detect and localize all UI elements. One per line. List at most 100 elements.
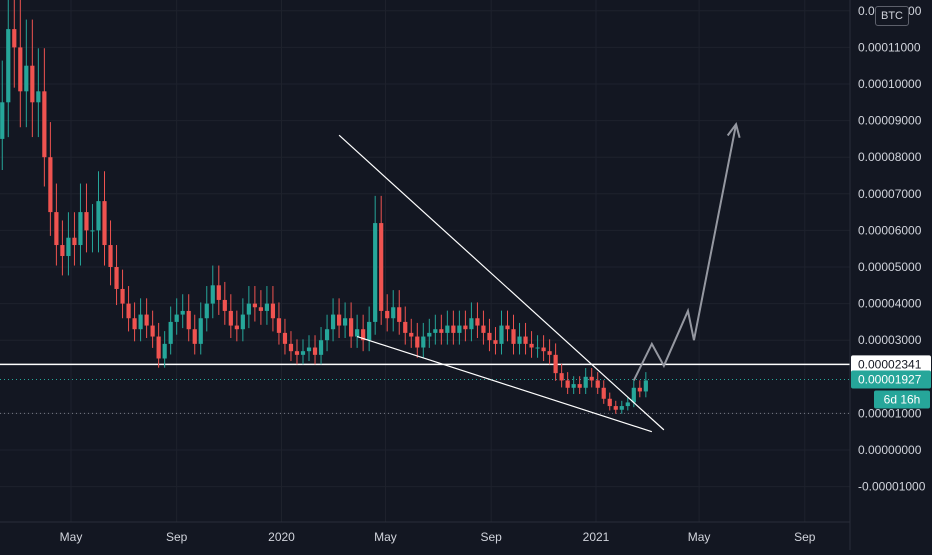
candle-body[interactable] <box>505 325 510 330</box>
candle-body[interactable] <box>601 387 606 399</box>
candle-body[interactable] <box>84 212 89 231</box>
candle-body[interactable] <box>553 354 558 374</box>
candle-body[interactable] <box>306 347 312 352</box>
candle-body[interactable] <box>180 310 185 315</box>
candle-body[interactable] <box>240 314 245 330</box>
candle-body[interactable] <box>138 314 143 330</box>
candle-body[interactable] <box>529 343 534 348</box>
candle-body[interactable] <box>120 288 125 304</box>
lower-trendline[interactable] <box>356 335 653 433</box>
candle-body[interactable] <box>126 303 131 319</box>
candle-body[interactable] <box>541 347 546 352</box>
candle-body[interactable] <box>342 318 348 326</box>
candle-body[interactable] <box>48 157 53 213</box>
candle-body[interactable] <box>258 307 263 311</box>
candle-body[interactable] <box>228 310 233 326</box>
candle-body[interactable] <box>355 329 360 337</box>
candle-body[interactable] <box>264 303 270 311</box>
candle-body[interactable] <box>499 325 504 344</box>
candles[interactable] <box>0 0 648 414</box>
candle-body[interactable] <box>577 384 582 388</box>
time-axis[interactable]: May Sep 2020 May Sep 2021 May Sep <box>0 521 850 544</box>
candle-body[interactable] <box>523 336 528 344</box>
candle-body[interactable] <box>66 237 71 257</box>
candle-body[interactable] <box>595 380 600 388</box>
candle-body[interactable] <box>385 310 390 319</box>
symbol-badge[interactable]: BTC <box>875 6 909 26</box>
candle-body[interactable] <box>252 303 257 308</box>
candle-body[interactable] <box>457 325 462 333</box>
candle-body[interactable] <box>439 329 444 333</box>
candle-body[interactable] <box>6 29 11 103</box>
candle-body[interactable] <box>186 310 191 330</box>
candle-body[interactable] <box>475 318 480 326</box>
candle-body[interactable] <box>336 314 342 326</box>
candle-body[interactable] <box>72 237 77 246</box>
candle-body[interactable] <box>234 325 239 330</box>
candle-body[interactable] <box>0 102 5 139</box>
candle-body[interactable] <box>60 245 65 257</box>
candle-body[interactable] <box>222 299 227 311</box>
candle-body[interactable] <box>12 29 17 48</box>
candle-body[interactable] <box>637 387 642 392</box>
candle-body[interactable] <box>643 380 648 392</box>
candle-body[interactable] <box>565 380 570 388</box>
candle-body[interactable] <box>571 384 576 388</box>
candle-body[interactable] <box>330 314 336 330</box>
candle-body[interactable] <box>132 318 137 330</box>
candle-body[interactable] <box>373 223 378 322</box>
candle-body[interactable] <box>90 230 95 232</box>
candle-body[interactable] <box>517 336 522 344</box>
candle-body[interactable] <box>30 65 35 103</box>
candle-body[interactable] <box>156 336 161 359</box>
candle-body[interactable] <box>511 329 516 344</box>
candle-body[interactable] <box>607 398 612 407</box>
candle-body[interactable] <box>619 406 624 410</box>
candle-body[interactable] <box>463 325 468 330</box>
candle-body[interactable] <box>18 47 23 92</box>
candle-body[interactable] <box>198 318 203 344</box>
projection-path[interactable] <box>632 124 738 381</box>
candle-body[interactable] <box>367 321 372 341</box>
candle-body[interactable] <box>481 325 486 333</box>
candle-body[interactable] <box>246 303 251 315</box>
candle-body[interactable] <box>192 329 197 344</box>
candle-body[interactable] <box>276 318 282 333</box>
candle-body[interactable] <box>583 376 588 388</box>
candle-body[interactable] <box>421 336 426 348</box>
candle-body[interactable] <box>204 303 209 319</box>
drawings[interactable] <box>338 122 741 433</box>
candle-body[interactable] <box>391 307 396 319</box>
candle-body[interactable] <box>487 332 492 341</box>
candle-body[interactable] <box>324 329 330 341</box>
candle-body[interactable] <box>288 343 294 352</box>
candle-body[interactable] <box>96 201 101 231</box>
candle-body[interactable] <box>168 321 173 344</box>
candle-body[interactable] <box>361 329 366 341</box>
candle-body[interactable] <box>631 387 636 403</box>
candle-body[interactable] <box>270 303 276 319</box>
candle-body[interactable] <box>144 314 149 326</box>
candle-body[interactable] <box>403 321 408 333</box>
candle-body[interactable] <box>379 223 384 311</box>
candle-body[interactable] <box>469 318 474 330</box>
candle-body[interactable] <box>415 336 420 348</box>
candle-body[interactable] <box>451 325 456 333</box>
candle-body[interactable] <box>282 332 288 344</box>
candle-body[interactable] <box>547 351 552 355</box>
candle-body[interactable] <box>24 65 29 92</box>
candle-body[interactable] <box>114 267 119 289</box>
candle-body[interactable] <box>210 285 215 304</box>
candle-body[interactable] <box>613 406 618 410</box>
candle-body[interactable] <box>102 201 107 246</box>
candle-body[interactable] <box>108 245 113 267</box>
candle-body[interactable] <box>42 91 47 158</box>
candle-body[interactable] <box>445 325 450 333</box>
candle-body[interactable] <box>150 325 155 337</box>
upper-trendline[interactable] <box>338 134 665 431</box>
candle-body[interactable] <box>409 332 414 337</box>
candle-body[interactable] <box>216 285 221 300</box>
candle-body[interactable] <box>318 340 324 355</box>
candle-body[interactable] <box>300 351 306 355</box>
